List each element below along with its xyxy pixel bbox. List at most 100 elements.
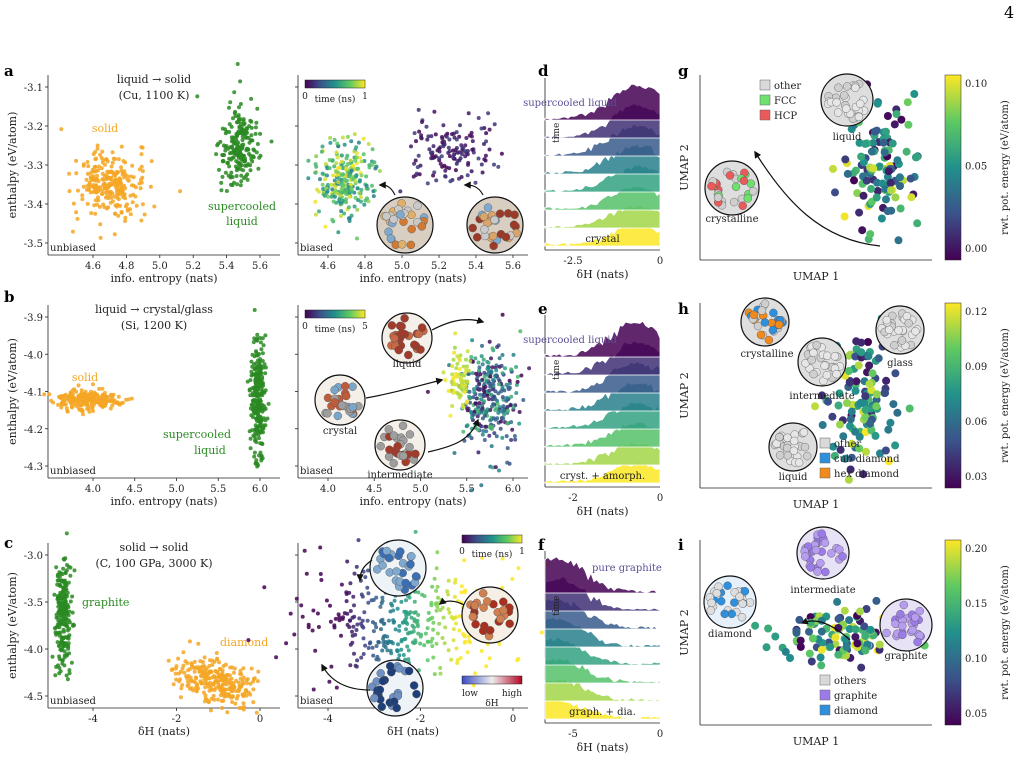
legend-label: others [834, 676, 866, 687]
scatter-point [61, 566, 66, 571]
umap-axes-i [699, 540, 932, 726]
atom-sphere [395, 664, 404, 673]
scatter-point [332, 190, 337, 194]
colorbar-min: 0 [459, 547, 465, 557]
scatter-point [443, 168, 448, 173]
atom-sphere [908, 625, 917, 635]
scatter-point [457, 628, 462, 633]
xtick-label: 5.5 [210, 484, 226, 495]
scatter-point [152, 204, 157, 209]
ridge-bottom-label: crystal [585, 234, 619, 245]
scatter-point [463, 154, 468, 159]
scatter-point [344, 590, 349, 595]
scatter-point [100, 192, 104, 196]
legend-swatch [819, 704, 831, 716]
colorbar-label: time (ns) [315, 324, 356, 335]
atom-sphere [821, 567, 830, 577]
scatter-point [249, 125, 254, 130]
inset-liquid [768, 422, 818, 472]
scatter-point [227, 673, 232, 678]
scatter-point [425, 137, 430, 142]
ytick-label: -3.2 [24, 122, 43, 133]
scatter-point [212, 674, 216, 679]
scatter-point [235, 182, 240, 187]
scatter-point [79, 388, 84, 393]
scatter-point [350, 633, 355, 638]
atom-sphere [768, 326, 778, 335]
xtick-label: 5.4 [468, 261, 484, 272]
scatter-point [260, 407, 264, 412]
scatter-point [501, 416, 506, 421]
atom-sphere [890, 341, 899, 350]
scatter-point [388, 648, 393, 653]
scatter-point [246, 638, 251, 643]
scatter-point [85, 201, 90, 206]
scatter-point [485, 393, 490, 398]
scatter-point [238, 684, 243, 689]
scatter-point [406, 657, 411, 662]
scatter-point [336, 230, 341, 235]
scatter-point [208, 708, 213, 713]
umap-hexbin [851, 427, 860, 436]
umap-hexbin [852, 377, 861, 386]
scatter-point [358, 155, 362, 160]
scatter-point [199, 681, 204, 686]
panel-letter-b: b [4, 288, 15, 306]
scatter-point [494, 373, 499, 378]
scatter-point [353, 179, 358, 184]
legend-swatch [819, 437, 831, 449]
xtick-label: 6.0 [252, 484, 268, 495]
atom-sphere [389, 431, 399, 440]
atom-sphere [723, 581, 732, 590]
atom-sphere [813, 567, 822, 576]
scatter-point [148, 184, 153, 189]
atom-sphere [342, 391, 351, 401]
umap-hexbin [872, 390, 881, 399]
scatter-point [181, 663, 186, 668]
scatter-point [472, 387, 476, 392]
scatter-point [342, 211, 347, 216]
atom-sphere [387, 321, 397, 330]
umap-hexbin [817, 661, 826, 670]
umap-hexbin [841, 454, 850, 463]
scatter-point [418, 641, 423, 646]
scatter-point [110, 160, 115, 165]
ytick-label: -3.3 [24, 161, 43, 172]
scatter-point [509, 420, 514, 425]
scatter-point [184, 674, 189, 679]
atom-sphere [407, 224, 416, 234]
scatter-point [469, 130, 474, 135]
scatter-point [442, 142, 447, 147]
umap-hexbin [847, 453, 856, 462]
scatter-point [81, 399, 86, 404]
scatter-point [450, 404, 455, 408]
scatter-point [206, 676, 211, 681]
atom-sphere [406, 240, 416, 250]
scatter-point [228, 100, 233, 105]
scatter-point [101, 183, 106, 188]
umap-hexbin [853, 189, 862, 198]
xtick-label: -2 [416, 714, 426, 725]
scatter-point [252, 454, 257, 459]
atom-sphere [501, 232, 511, 242]
scatter-point [123, 204, 128, 209]
atom-sphere [479, 212, 489, 221]
scatter-point [489, 356, 493, 361]
scatter-point [346, 216, 351, 221]
scatter-point [399, 647, 404, 652]
umap-hexbin [868, 369, 877, 378]
scatter-point [465, 423, 470, 428]
atom-sphere [884, 325, 894, 334]
scatter-point [404, 598, 408, 603]
umap-hexbin [896, 204, 905, 213]
scatter-point [363, 575, 368, 580]
umap-hexbin [884, 425, 893, 434]
atom-sphere [405, 430, 415, 439]
umap-hexbin [891, 441, 900, 450]
scatter-point [482, 370, 487, 375]
scatter-point [454, 646, 459, 651]
scatter-point [330, 187, 335, 192]
umap-hexbin [846, 465, 855, 474]
scatter-point [359, 199, 363, 204]
scatter-point [100, 171, 105, 176]
